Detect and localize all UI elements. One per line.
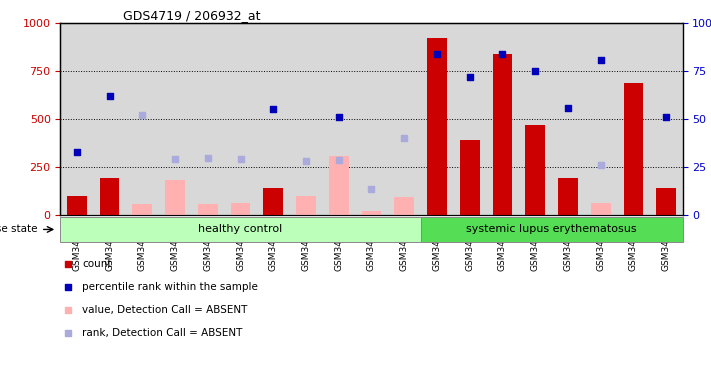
Point: [432, 51, 443, 57]
Point: [333, 114, 344, 120]
Bar: [289, 23, 322, 215]
Bar: [329, 157, 348, 215]
Bar: [421, 23, 454, 215]
Text: GDS4719 / 206932_at: GDS4719 / 206932_at: [123, 9, 260, 22]
Point: [202, 156, 213, 162]
Point: [595, 56, 606, 63]
Bar: [230, 203, 250, 215]
Bar: [519, 23, 552, 215]
Bar: [486, 23, 519, 215]
Bar: [656, 188, 676, 215]
Text: rank, Detection Call = ABSENT: rank, Detection Call = ABSENT: [82, 328, 242, 338]
Point: [333, 157, 344, 164]
Point: [235, 156, 246, 162]
Point: [137, 112, 148, 118]
Bar: [126, 23, 159, 215]
Bar: [159, 23, 191, 215]
Text: value, Detection Call = ABSENT: value, Detection Call = ABSENT: [82, 305, 247, 315]
Bar: [165, 180, 185, 215]
Bar: [388, 23, 421, 215]
Point: [104, 93, 115, 99]
Bar: [296, 196, 316, 215]
Point: [530, 68, 541, 74]
Text: percentile rank within the sample: percentile rank within the sample: [82, 282, 258, 292]
Bar: [454, 23, 486, 215]
Bar: [60, 217, 421, 242]
Point: [562, 104, 574, 111]
Bar: [395, 197, 414, 215]
Bar: [322, 23, 355, 215]
Bar: [650, 23, 683, 215]
Bar: [552, 23, 584, 215]
Point: [661, 114, 672, 120]
Text: count: count: [82, 260, 112, 270]
Bar: [264, 188, 283, 215]
Bar: [624, 83, 643, 215]
Point: [434, 144, 445, 150]
Text: systemic lupus erythematosus: systemic lupus erythematosus: [466, 224, 637, 235]
Text: disease state: disease state: [0, 224, 38, 235]
Point: [169, 156, 181, 162]
Bar: [60, 23, 93, 215]
Point: [71, 149, 82, 155]
Bar: [132, 204, 152, 215]
Point: [595, 162, 606, 168]
Bar: [558, 177, 578, 215]
Text: healthy control: healthy control: [198, 224, 283, 235]
Bar: [617, 23, 650, 215]
Bar: [460, 140, 479, 215]
Bar: [257, 23, 289, 215]
Point: [399, 135, 410, 141]
Point: [300, 158, 311, 164]
Bar: [224, 23, 257, 215]
Bar: [591, 203, 611, 215]
Point: [464, 74, 476, 80]
Bar: [493, 54, 513, 215]
Bar: [362, 211, 381, 215]
Point: [267, 106, 279, 113]
Bar: [427, 38, 447, 215]
Bar: [67, 196, 87, 215]
Bar: [584, 23, 617, 215]
Bar: [421, 217, 683, 242]
Bar: [525, 125, 545, 215]
Point: [365, 186, 377, 192]
Bar: [191, 23, 224, 215]
Bar: [355, 23, 388, 215]
Bar: [198, 204, 218, 215]
Point: [497, 51, 508, 57]
Bar: [93, 23, 126, 215]
Bar: [100, 177, 119, 215]
